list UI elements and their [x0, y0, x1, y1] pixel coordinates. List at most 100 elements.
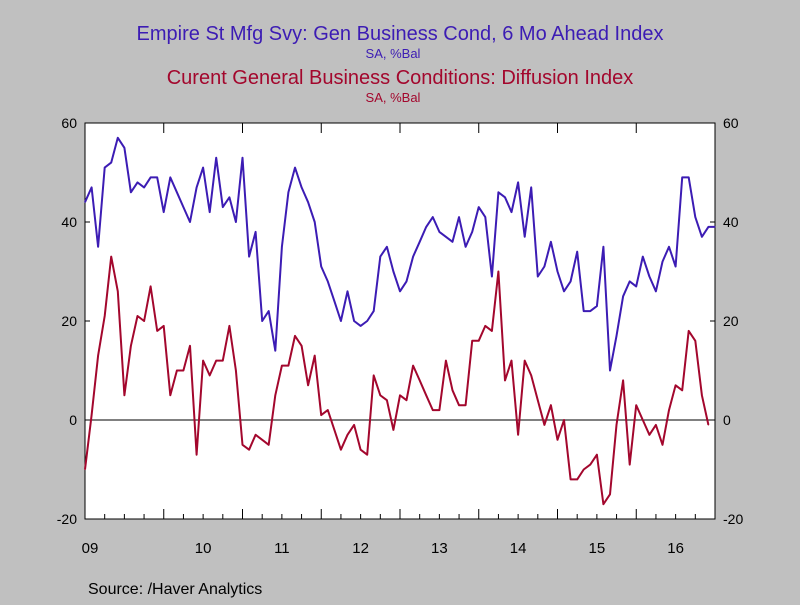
series-2-point [130, 345, 132, 347]
series-1-point [143, 186, 145, 188]
series-1-point [248, 256, 250, 258]
series-1-point [465, 246, 467, 248]
series-2-point [327, 409, 329, 411]
series-1-point [563, 290, 565, 292]
x-tick-label: 14 [510, 540, 527, 557]
series-2-point [366, 454, 368, 456]
series-2-point [688, 330, 690, 332]
series-2-point [405, 399, 408, 401]
series-2-point [438, 409, 440, 411]
series-1-point [576, 251, 578, 253]
series-2-point [196, 454, 198, 456]
series-1-point [307, 201, 309, 203]
series-2-point [117, 290, 119, 292]
x-tick-label: 13 [431, 540, 448, 557]
series-1-point [268, 310, 270, 312]
series-2-point [524, 360, 526, 362]
series-1-point [215, 157, 217, 159]
plot-area [84, 122, 716, 520]
series-1-point [596, 305, 598, 307]
series-2-point [707, 424, 710, 426]
series-1-point [202, 167, 204, 169]
series-2-point [537, 399, 539, 401]
series-2-point [156, 330, 158, 332]
series-2-point [563, 419, 565, 421]
series-1-point [97, 246, 99, 248]
series-1-point [346, 290, 349, 292]
y-tick-label-right: 20 [723, 313, 739, 329]
series-1-point [163, 211, 165, 213]
series-1-point [451, 241, 454, 243]
series-2-point [550, 404, 552, 406]
series-2-point [510, 360, 513, 362]
series-1-point [379, 256, 381, 258]
series-1-point [478, 206, 480, 208]
series-1-point [84, 201, 86, 203]
series-2-point [143, 320, 145, 322]
chart-title-1-units: SA, %Bal [366, 46, 421, 61]
series-1-point [609, 369, 611, 372]
series-1-point [301, 186, 303, 188]
y-tick-label-right: 40 [723, 214, 739, 230]
series-1-point [458, 216, 460, 218]
series-1-point [471, 231, 473, 233]
series-2-point [255, 434, 257, 436]
series-2-point [340, 449, 342, 451]
series-2-point [320, 414, 322, 416]
series-2-point [596, 454, 598, 456]
series-1-point [615, 335, 618, 337]
series-2-point [556, 439, 559, 441]
series-2-point [268, 444, 270, 446]
series-1-point [182, 206, 184, 208]
series-1-point [104, 167, 106, 169]
series-2-point [615, 424, 618, 426]
series-2-point [491, 330, 493, 332]
series-1-point [340, 320, 342, 322]
x-tick-label: 16 [667, 540, 684, 557]
series-2-point [360, 449, 362, 451]
series-1-point [333, 300, 335, 302]
series-2-point [110, 256, 112, 258]
series-1-point [602, 246, 605, 248]
series-2-point [176, 369, 178, 372]
series-2-point [150, 285, 152, 287]
x-tick-label: 09 [82, 540, 99, 557]
series-1-point [432, 216, 434, 218]
series-2-point [629, 464, 631, 466]
x-tick-label: 10 [195, 540, 212, 557]
chart-title-2: Curent General Business Conditions: Diff… [167, 67, 634, 89]
series-1-point [294, 167, 296, 169]
series-1-point [622, 295, 624, 297]
series-1-point [635, 285, 637, 287]
series-1-point [707, 226, 710, 228]
series-layer [84, 136, 716, 506]
series-1-point [320, 265, 322, 268]
series-1-point [517, 181, 519, 183]
series-2-point [91, 414, 93, 416]
series-2-point [301, 345, 303, 347]
series-1-point [117, 137, 119, 139]
series-1-point [222, 206, 224, 208]
series-2-point [517, 434, 519, 436]
series-2-point [392, 429, 394, 431]
series-2-point [675, 384, 677, 386]
series-1-point [629, 280, 631, 282]
x-tick-label: 15 [589, 540, 606, 557]
series-2-point [694, 340, 696, 342]
series-1-point [583, 310, 585, 312]
series-2-point [504, 379, 506, 381]
series-1-point [510, 211, 513, 213]
series-1-point [445, 236, 447, 238]
series-1-point [681, 176, 683, 178]
series-1-point [438, 231, 440, 233]
series-2-point [570, 478, 572, 480]
series-2-point [182, 369, 184, 372]
series-1-point [491, 275, 493, 278]
series-2-point [602, 503, 605, 505]
series-2-point [589, 464, 591, 466]
series-1-point [228, 196, 230, 198]
x-tick-label: 12 [352, 540, 369, 557]
series-2-point [209, 374, 211, 376]
series-1-point [235, 221, 237, 223]
series-2-point [274, 394, 276, 396]
